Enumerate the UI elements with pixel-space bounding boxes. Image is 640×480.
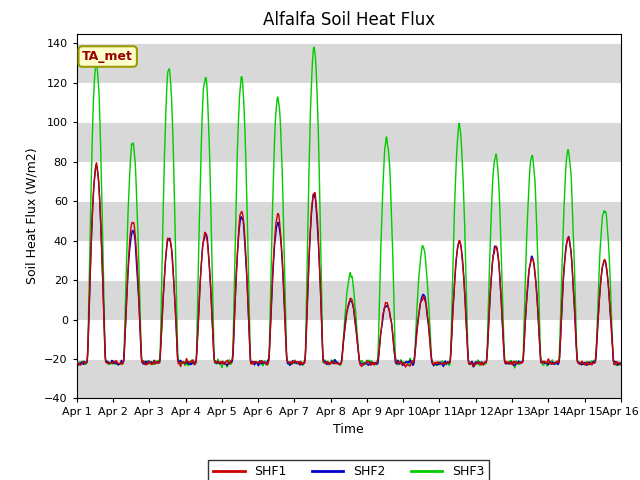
SHF2 — [505, 361, 513, 367]
SHF3 — [617, 360, 625, 366]
Bar — [77, 359, 621, 398]
SHF3 — [73, 357, 81, 363]
SHF3 — [180, 360, 188, 366]
SHF2 — [255, 361, 263, 367]
SHF3 — [194, 290, 202, 296]
SHF1 — [553, 359, 561, 364]
SHF1 — [73, 360, 81, 366]
Y-axis label: Soil Heat Flux (W/m2): Soil Heat Flux (W/m2) — [26, 148, 38, 284]
Title: Alfalfa Soil Heat Flux: Alfalfa Soil Heat Flux — [263, 11, 435, 29]
Legend: SHF1, SHF2, SHF3: SHF1, SHF2, SHF3 — [209, 460, 489, 480]
SHF3 — [255, 360, 262, 366]
SHF2 — [617, 361, 625, 367]
Bar — [77, 280, 621, 320]
SHF3 — [553, 360, 561, 366]
SHF3 — [434, 362, 442, 368]
SHF1 — [195, 324, 202, 330]
Bar — [77, 201, 621, 240]
SHF2 — [195, 322, 202, 328]
SHF2 — [434, 361, 442, 367]
X-axis label: Time: Time — [333, 423, 364, 436]
Line: SHF3: SHF3 — [77, 47, 621, 368]
SHF1 — [434, 359, 442, 365]
SHF2 — [470, 364, 477, 370]
SHF2 — [73, 358, 81, 364]
SHF3 — [511, 365, 518, 371]
SHF1 — [617, 362, 625, 368]
Bar — [77, 44, 621, 83]
Line: SHF1: SHF1 — [77, 163, 621, 367]
SHF3 — [505, 361, 513, 367]
Line: SHF2: SHF2 — [77, 165, 621, 367]
SHF3 — [310, 44, 317, 50]
SHF1 — [255, 359, 263, 365]
SHF2 — [92, 162, 100, 168]
SHF1 — [181, 360, 189, 366]
Text: TA_met: TA_met — [82, 50, 133, 63]
SHF1 — [505, 360, 513, 365]
SHF2 — [181, 361, 189, 367]
SHF1 — [402, 364, 410, 370]
SHF2 — [553, 360, 561, 366]
SHF1 — [93, 160, 100, 166]
Bar — [77, 122, 621, 162]
